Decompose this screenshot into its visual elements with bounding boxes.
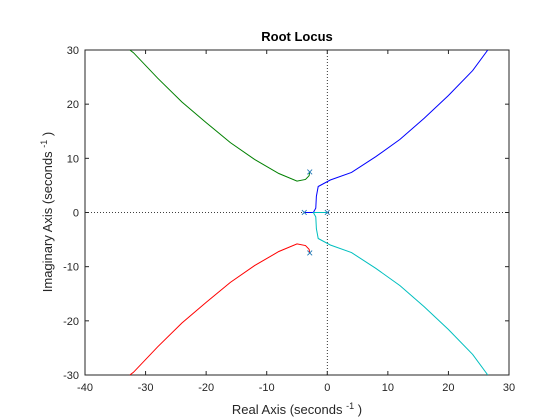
locus-branch-4 bbox=[312, 212, 489, 375]
y-tick-label: -10 bbox=[63, 262, 79, 274]
x-tick-label: 30 bbox=[503, 382, 515, 394]
x-tick-label: 20 bbox=[442, 382, 454, 394]
locus-branch-2 bbox=[129, 243, 311, 375]
pole-marker-4: × bbox=[324, 206, 331, 220]
x-tick-label: 10 bbox=[382, 382, 394, 394]
locus-branch-1 bbox=[129, 50, 311, 182]
chart-title: Root Locus bbox=[261, 29, 333, 44]
y-tick-label: -20 bbox=[63, 316, 79, 328]
x-tick-label: 0 bbox=[324, 382, 330, 394]
locus-branch-3 bbox=[304, 50, 489, 213]
y-tick-label: -30 bbox=[63, 370, 79, 382]
x-axis-label-close: ) bbox=[358, 402, 362, 417]
x-tick-label: -40 bbox=[77, 382, 93, 394]
x-axis-unit-superscript: -1 bbox=[346, 401, 354, 411]
x-axis-label: Real Axis (seconds -1 ) bbox=[232, 397, 362, 417]
pole-marker-3: × bbox=[301, 206, 308, 220]
locus-branches bbox=[129, 50, 489, 375]
x-tick-label: -30 bbox=[138, 382, 154, 394]
y-axis-unit-superscript: -1 bbox=[39, 140, 49, 148]
y-axis-label-close: ) bbox=[40, 132, 55, 136]
pole-marker-1: × bbox=[306, 165, 313, 179]
y-tick-label: 20 bbox=[67, 99, 79, 111]
y-tick-label: 30 bbox=[67, 45, 79, 57]
pole-marker-2: × bbox=[306, 246, 313, 260]
y-tick-label: 10 bbox=[67, 153, 79, 165]
y-axis-label: Imaginary Axis (seconds -1 ) bbox=[35, 132, 55, 293]
x-tick-label: -10 bbox=[259, 382, 275, 394]
x-axis-label-text: Real Axis (seconds bbox=[232, 402, 343, 417]
y-axis-label-text: Imaginary Axis (seconds bbox=[40, 151, 55, 292]
x-tick-label: -20 bbox=[198, 382, 214, 394]
y-tick-label: 0 bbox=[73, 208, 79, 220]
plot-area bbox=[84, 49, 510, 376]
pole-markers: × × × × bbox=[301, 165, 331, 260]
